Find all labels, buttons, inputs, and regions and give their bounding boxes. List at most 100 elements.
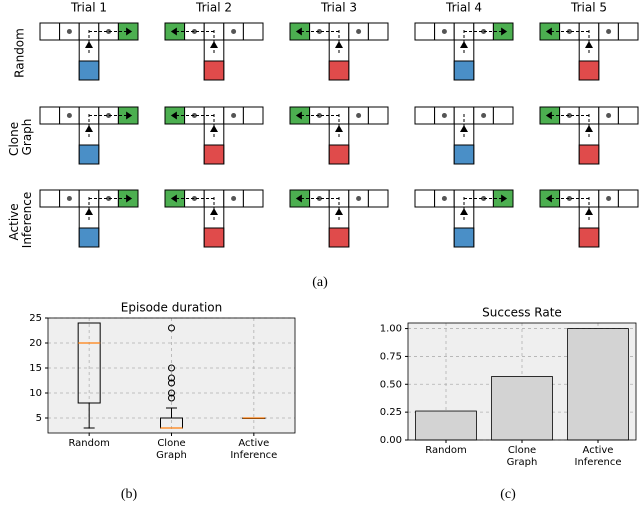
arrow-head <box>585 41 593 48</box>
y-tick-label: 0.25 <box>380 407 402 418</box>
y-tick-label: 0.75 <box>380 351 402 362</box>
arrow-head <box>85 125 93 132</box>
maze-cell <box>328 60 350 81</box>
maze-cell <box>617 189 639 208</box>
cue-dot <box>316 113 322 118</box>
chart-title: Episode duration <box>121 301 222 315</box>
maze-cell <box>242 22 264 41</box>
maze-cell <box>414 189 436 208</box>
row-label: Random <box>13 28 27 78</box>
y-tick-label: 0.00 <box>380 435 402 446</box>
maze-cell <box>617 106 639 125</box>
y-tick-label: 25 <box>29 313 42 324</box>
cue-dot <box>191 196 197 201</box>
maze <box>539 106 639 165</box>
bar <box>491 376 553 441</box>
arrow-head <box>126 111 133 120</box>
cue-dot <box>481 196 487 201</box>
y-tick-label: 0.50 <box>380 379 402 390</box>
x-tick-label: Random <box>68 438 110 449</box>
cue-dot <box>66 113 72 118</box>
flier <box>168 374 175 382</box>
maze-cell <box>453 60 475 81</box>
maze-cell <box>78 227 100 248</box>
arrow-head <box>85 41 93 48</box>
maze <box>289 189 389 248</box>
cue-dot <box>441 196 447 201</box>
maze-cell <box>78 60 100 81</box>
plot-frame <box>47 317 296 434</box>
cue-dot <box>356 196 362 201</box>
arrow-head <box>545 27 552 36</box>
flier <box>168 394 175 402</box>
maze-cell <box>39 106 61 125</box>
maze-cell <box>39 22 61 41</box>
maze <box>39 22 139 81</box>
cue-dot <box>356 113 362 118</box>
maze <box>539 189 639 248</box>
row-label: Active Inference <box>7 192 34 248</box>
maze-cell <box>492 106 514 125</box>
maze <box>414 189 514 248</box>
maze-cell <box>78 144 100 165</box>
arrow-head <box>85 208 93 215</box>
column-title: Trial 4 <box>445 1 482 15</box>
maze-cell <box>328 144 350 165</box>
arrow-head <box>501 194 508 203</box>
cue-dot <box>231 196 237 201</box>
cue-dot <box>441 113 447 118</box>
cue-dot <box>231 29 237 34</box>
y-tick-label: 15 <box>29 363 42 374</box>
maze <box>164 106 264 165</box>
cue-dot <box>106 113 112 118</box>
x-tick-label: Active Inference <box>230 438 278 461</box>
caption: (c) <box>500 487 516 502</box>
plot-frame <box>407 322 637 441</box>
cue-dot <box>566 29 572 34</box>
maze-cell <box>203 227 225 248</box>
arrow-head <box>335 41 343 48</box>
maze-cell <box>242 189 264 208</box>
maze-cell <box>367 189 389 208</box>
column-title: Trial 3 <box>320 1 357 15</box>
cue-dot <box>356 29 362 34</box>
maze-cell <box>578 144 600 165</box>
arrow-head <box>126 27 133 36</box>
cue-dot <box>606 29 612 34</box>
arrow-head <box>295 194 302 203</box>
cue-dot <box>316 196 322 201</box>
x-tick-label: Active Inference <box>574 445 622 468</box>
maze-cell <box>39 189 61 208</box>
y-tick-label: 5 <box>36 413 42 424</box>
maze <box>289 22 389 81</box>
maze <box>414 106 514 165</box>
y-tick-label: 20 <box>29 338 42 349</box>
arrow-head <box>460 208 468 215</box>
cue-dot <box>566 196 572 201</box>
cue-dot <box>316 29 322 34</box>
bar <box>415 410 477 441</box>
cue-dot <box>106 196 112 201</box>
maze <box>539 22 639 81</box>
arrow-head <box>170 194 177 203</box>
maze-cell <box>453 227 475 248</box>
maze-cell <box>242 106 264 125</box>
maze-cell <box>203 60 225 81</box>
maze <box>164 22 264 81</box>
x-tick-label: Random <box>425 445 467 456</box>
arrow-head <box>585 208 593 215</box>
arrow-head <box>295 111 302 120</box>
arrow-head <box>545 194 552 203</box>
y-tick-label: 10 <box>29 388 42 399</box>
arrow-head <box>460 125 468 132</box>
arrow-head <box>210 125 218 132</box>
cue-dot <box>66 29 72 34</box>
caption: (b) <box>121 487 138 502</box>
maze-cell <box>328 227 350 248</box>
maze <box>39 189 139 248</box>
x-tick-label: Clone Graph <box>156 438 187 461</box>
arrow-head <box>210 208 218 215</box>
cue-dot <box>106 29 112 34</box>
maze-cell <box>367 22 389 41</box>
